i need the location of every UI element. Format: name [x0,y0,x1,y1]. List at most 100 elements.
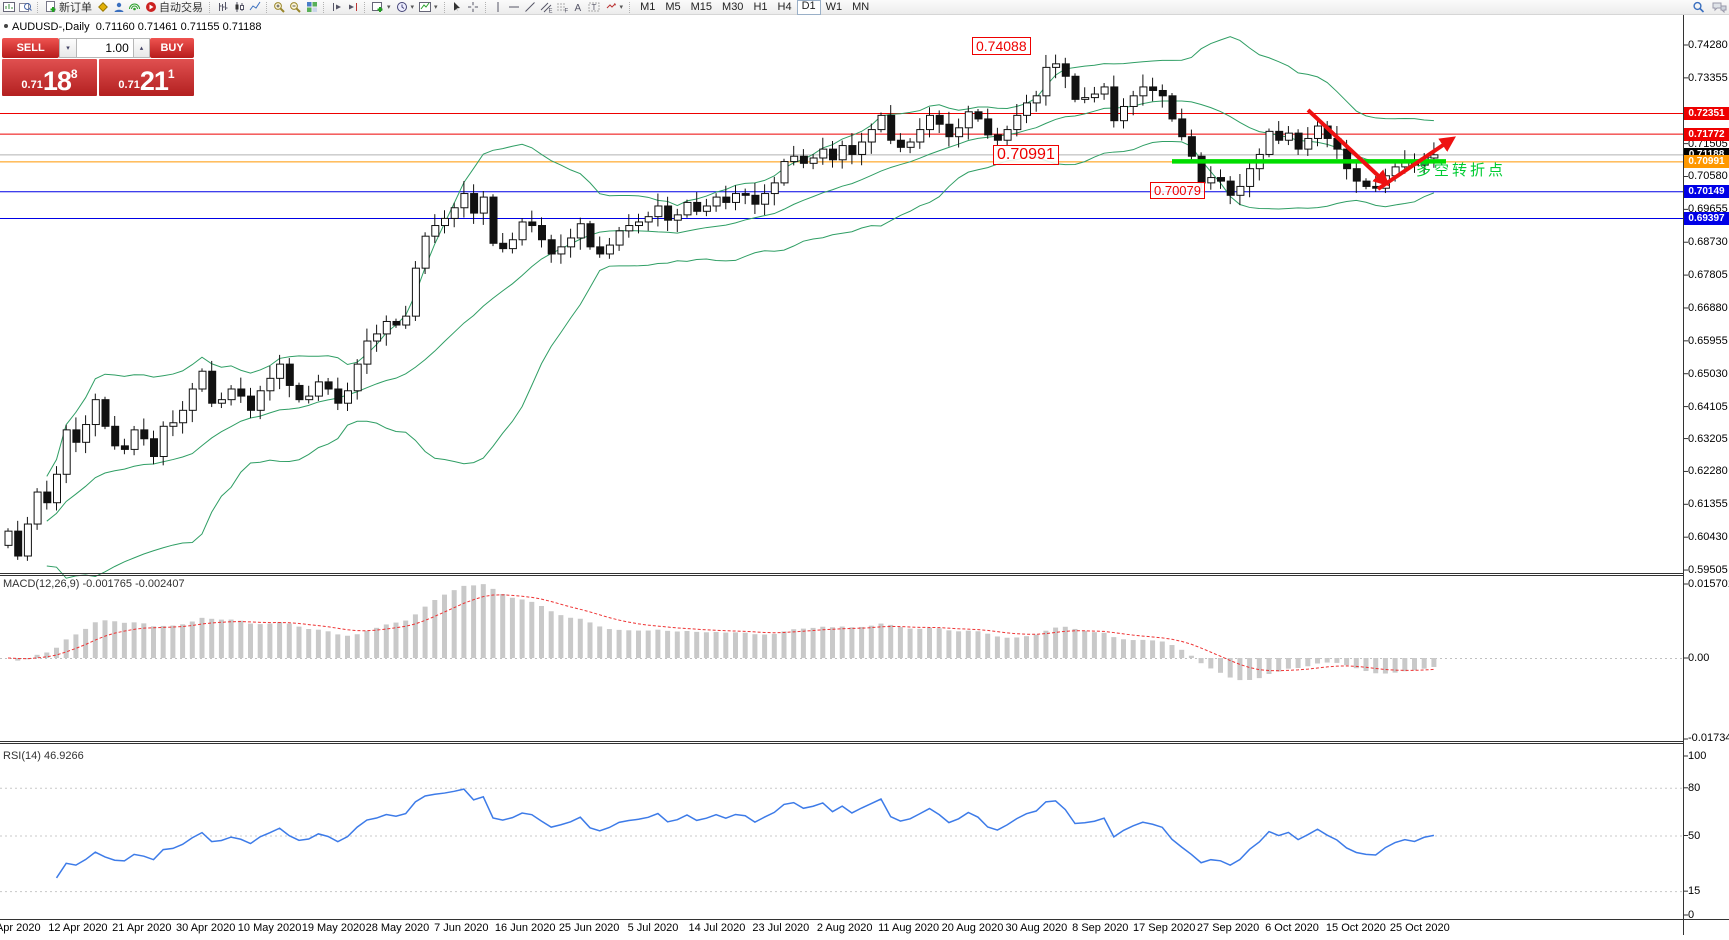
chat-icon[interactable] [1712,1,1727,14]
buy-price-button[interactable]: 0.71 21 1 [99,59,194,96]
svg-text:A: A [575,3,582,13]
candle-body [441,217,449,227]
line-chart-mode-icon[interactable] [247,1,262,14]
candle-body [363,340,372,365]
zoom-out-icon[interactable] [288,1,303,14]
candle-body [421,235,430,269]
candle-body [179,409,188,424]
candle-body [829,148,837,161]
candle-body [702,205,711,212]
cursor-tool-icon[interactable] [450,1,465,14]
auto-scroll-icon[interactable] [329,1,344,14]
caret-down-icon: ▾ [410,4,415,11]
candle-body [295,384,304,401]
candle-body [586,223,595,248]
date-axis-label: 11 Aug 2020 [878,922,940,934]
new-chart-dropdown[interactable]: ▾ [370,1,393,14]
candle-body [547,239,556,255]
timeframe-button-h1[interactable]: H1 [753,0,768,13]
trendline-tool-icon[interactable] [523,1,538,14]
annotation-pivot-text[interactable]: 多空转折点 [1416,162,1507,179]
candle-body [664,205,673,221]
auto-trading-button[interactable]: 自动交易 [143,1,205,14]
buy-button[interactable]: BUY [150,38,194,58]
candle-body [1003,129,1012,141]
text-label-tool-icon[interactable]: T [587,1,602,14]
chart-shift-icon[interactable] [345,1,360,14]
candle-body [838,145,847,161]
annotation-support-price-box[interactable]: 0.70991 [993,145,1059,165]
annotation-high-price-box[interactable]: 0.74088 [972,37,1031,55]
templates-dropdown[interactable]: ▾ [417,1,440,14]
crosshair-tool-icon[interactable] [466,1,481,14]
candle-body [644,216,653,223]
chart-window-icon[interactable] [2,1,17,14]
sell-button[interactable]: SELL [2,38,60,58]
red-down-arrow[interactable] [1306,108,1390,187]
vertical-line-tool-icon[interactable] [491,1,506,14]
candle-body [955,127,964,138]
profile-icon[interactable] [111,1,126,14]
volume-input[interactable] [76,38,133,58]
candle-body [314,381,323,397]
candle-body [945,123,954,138]
tile-windows-icon[interactable] [304,1,319,14]
candle-body [33,491,42,525]
text-tool-icon[interactable]: A [571,1,586,14]
candle-body [1100,86,1109,95]
date-axis-label: 20 Aug 2020 [941,922,1004,934]
date-axis-label: 17 Sep 2020 [1132,922,1196,934]
signal-icon[interactable] [127,1,142,14]
candle-body [1246,168,1255,187]
sell-price-button[interactable]: 0.71 18 8 [2,59,97,96]
volume-decrease-button[interactable]: ▾ [59,38,77,58]
timeframe-button-w1[interactable]: W1 [825,0,843,13]
timeframe-button-m30[interactable]: M30 [722,0,744,13]
fibonacci-tool-icon[interactable]: F [555,1,570,14]
timeframe-button-m15[interactable]: M15 [690,0,713,13]
zoom-in-icon[interactable] [272,1,287,14]
timeframe-button-m5[interactable]: M5 [665,0,681,13]
candle-body [1158,89,1167,97]
price-axis-tick-label: 0.73355 [1688,71,1728,84]
equidistant-channel-tool-icon[interactable]: E [539,1,554,14]
timeframe-button-mn[interactable]: MN [852,0,870,13]
chart-preview-icon[interactable] [18,1,33,14]
candle-body [111,425,120,447]
price-axis-badge: 0.69397 [1684,212,1729,226]
date-axis-label: 21 Apr 2020 [112,922,172,934]
date-axis-label: 27 Sep 2020 [1196,922,1260,934]
candle-body [887,114,896,141]
candle-body [1236,185,1245,196]
candle-body [1168,95,1177,120]
new-order-button[interactable]: 新订单 [43,1,94,14]
bar-chart-mode-icon[interactable] [215,1,230,14]
timeframe-button-d1[interactable]: D1 [796,0,821,15]
candle-body [1430,154,1439,159]
candle-body [1362,180,1371,187]
periods-dropdown[interactable]: ▾ [394,1,417,14]
horizontal-line-tool-icon[interactable] [507,1,522,14]
volume-increase-button[interactable]: ▴ [132,38,151,58]
annotation-low-price-box[interactable]: 0.70079 [1150,182,1205,199]
timeframe-button-m1[interactable]: M1 [640,0,656,13]
chart-gold-icon[interactable] [95,1,110,14]
candle-body [150,438,158,458]
candle-body [227,388,236,401]
date-axis-label: 7 Jun 2020 [434,922,489,934]
candle-body [538,225,546,241]
red-up-arrow[interactable] [1376,136,1456,191]
search-icon[interactable] [1691,1,1706,14]
candle-body [353,363,362,392]
candlestick-mode-icon[interactable] [231,1,246,14]
price-axis-badge: 0.70991 [1684,155,1729,169]
buy-price-small: 0.71 [118,79,140,91]
candle-body [276,363,285,379]
date-axis-label: 14 Jul 2020 [688,922,746,934]
timeframe-button-h4[interactable]: H4 [777,0,792,13]
sell-price-sup: 8 [70,67,78,81]
caret-down-icon: ▾ [619,4,624,11]
candle-body [712,196,721,207]
shapes-dropdown[interactable]: ▾ [603,1,626,14]
